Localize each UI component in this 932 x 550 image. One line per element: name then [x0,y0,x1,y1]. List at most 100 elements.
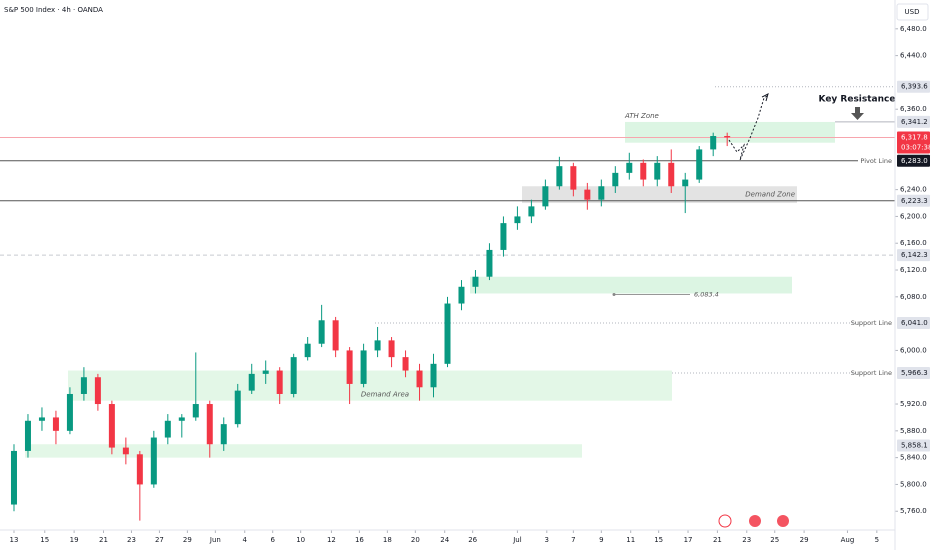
candle-body [626,162,633,173]
candle-body [472,276,479,287]
price-badge [897,154,930,167]
y-tick-label: 6,360.0 [900,105,927,113]
x-tick-label: 7 [571,536,575,544]
projection-arrow [761,93,769,102]
chart-title: S&P 500 Index · 4h · OANDA [4,6,103,14]
candle-body [248,373,255,391]
candle-body [430,363,437,388]
x-tick-label: Jun [209,536,221,544]
x-tick-label: 3 [545,536,549,544]
candle-body [654,162,661,180]
zone [470,276,792,294]
zone-label: ATH Zone [624,112,659,120]
x-tick-label: Jul [512,536,522,544]
candle-body [80,377,87,394]
y-tick-label: 6,120.0 [900,266,927,274]
candle-body [528,206,535,217]
y-tick-label: 6,440.0 [900,52,927,60]
price-badge-label: 6,223.3 [901,197,928,205]
candle-body [570,166,577,190]
candle-body [458,286,465,304]
price-badge-label: 6,393.6 [901,83,928,91]
candle-body [24,420,31,451]
candle-body [584,189,591,200]
candle-body [108,404,115,448]
x-tick-label: 16 [355,536,364,544]
candle-body [598,186,605,200]
zone [25,444,582,458]
projection-path [728,95,768,161]
candle-body [52,417,59,431]
x-tick-label: 13 [10,536,19,544]
candle-body [416,370,423,388]
event-icons [718,514,789,528]
candle-body [122,447,129,455]
x-tick-label: 12 [327,536,336,544]
candle-body [94,377,101,405]
price-badge-label: 6,041.0 [901,319,928,327]
candle-body [486,249,493,277]
y-tick-label: 5,760.0 [900,507,927,515]
candle-body [262,370,269,374]
x-tick-label: 23 [742,536,751,544]
event-icon[interactable] [718,514,732,528]
candle-body [612,172,619,187]
candle-body [374,340,381,351]
x-tick-label: Aug [841,536,855,544]
candle-body [332,320,339,351]
candle-body [318,320,325,344]
candle-body [290,357,297,394]
candle-body [38,417,45,421]
candle-body [668,162,675,187]
candle-body [444,303,451,364]
candle-body [500,223,507,250]
price-badge-label: 6,317.8 [901,133,928,141]
candle-body [150,437,157,485]
candle-body [66,393,73,431]
x-tick-label: 20 [411,536,420,544]
currency-label: USD [905,8,920,16]
zone-label: Demand Area [361,391,409,399]
price-badge-label: 6,142.3 [901,251,928,259]
y-tick-label: 5,840.0 [900,454,927,462]
candle-body [388,340,395,358]
price-badge [897,131,930,154]
x-tick-label: 6 [270,536,275,544]
candle-body [304,343,311,358]
event-icon[interactable] [749,515,761,527]
price-badge-label: 6,341.2 [901,118,928,126]
candle-body [206,404,213,445]
x-tick-label: 15 [40,536,49,544]
candle-body [346,350,353,384]
y-tick-label: 6,000.0 [900,346,927,354]
y-tick-label: 6,080.0 [900,293,927,301]
x-tick-label: 4 [242,536,247,544]
event-icon[interactable] [777,515,789,527]
x-tick-label: 10 [296,536,305,544]
y-tick-label: 5,920.0 [900,400,927,408]
candle-body [556,166,563,187]
candle-body [682,179,689,187]
level-note: Support Line [851,369,892,377]
candle-body [724,136,731,138]
x-tick-label: 29 [800,536,809,544]
candle-body [276,370,283,394]
price-badge [897,194,930,207]
zone-label: Demand Zone [745,191,795,199]
x-tick-label: 23 [127,536,136,544]
currency-box [896,3,929,21]
candle-body [696,149,703,180]
x-tick-label: 15 [654,536,663,544]
x-tick-label: 25 [770,536,779,544]
measure-dot [612,293,616,297]
x-tick-label: 27 [155,536,164,544]
x-tick-label: 21 [713,536,722,544]
price-badge-label: 5,966.3 [901,369,928,377]
level-note: Support Line [851,319,892,327]
candle-body [178,417,185,421]
zone [522,186,797,204]
y-tick-label: 5,800.0 [900,480,927,488]
x-tick-label: 26 [468,536,477,544]
price-badge [897,80,930,93]
